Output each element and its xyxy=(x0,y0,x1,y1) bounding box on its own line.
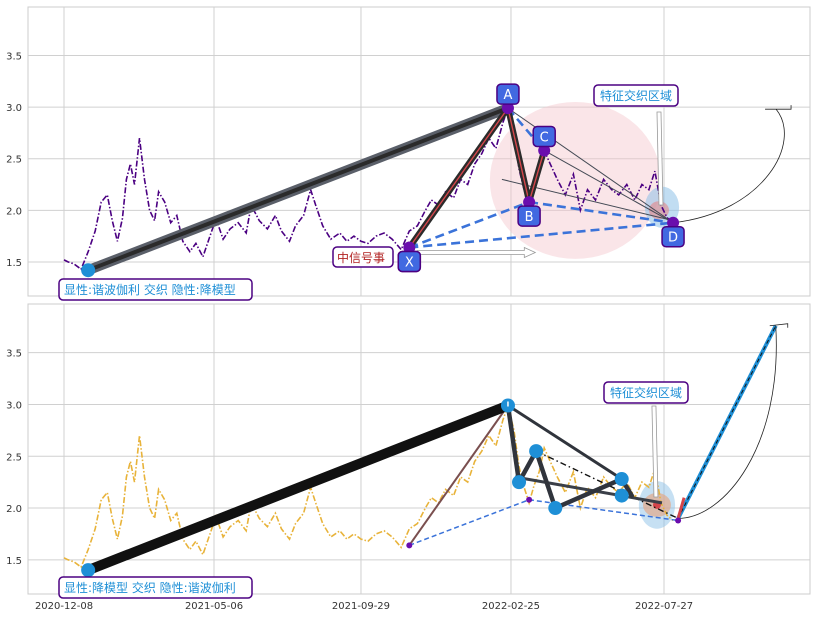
dashed-pattern-line xyxy=(528,200,674,225)
thick-pattern-inner-line xyxy=(528,150,545,203)
pattern-point-d-marker xyxy=(667,216,680,229)
bottom-y-ticks: 1.5 2.0 2.5 3.0 3.5 xyxy=(6,349,22,567)
thick-pattern-line xyxy=(506,404,624,481)
trend-line xyxy=(501,178,674,222)
top-panel: 1.52.02.53.03.5 XABCD特征交织区域中信号事X显性:谐波伽利 … xyxy=(6,6,811,301)
projection-cap xyxy=(765,105,792,110)
pattern-node-marker xyxy=(614,488,629,503)
bottom-note-box xyxy=(58,576,253,599)
price-line xyxy=(63,402,674,569)
top-y-ticks: 1.5 2.0 2.5 3.0 3.5 xyxy=(6,52,22,269)
start-point-marker xyxy=(81,263,96,278)
feature-zone-label-box xyxy=(603,381,689,404)
top-labels: XABCD特征交织区域中信号事X显性:谐波伽利 交织 隐性:降模型 xyxy=(58,83,685,301)
thick-pattern-line xyxy=(83,400,513,576)
y-tick-label: 2.5 xyxy=(6,155,22,166)
pattern-node-marker xyxy=(512,475,527,490)
pattern-point-marker xyxy=(675,517,682,524)
pattern-label-box-x-front xyxy=(397,250,422,273)
pattern-point-b-marker xyxy=(523,196,536,209)
thick-pattern-line xyxy=(505,403,522,485)
pattern-label-box-b xyxy=(517,205,541,227)
x-tick-label: 2020-12-08 xyxy=(35,601,93,612)
pattern-node-marker xyxy=(548,501,563,516)
x-tick-label: 2021-05-06 xyxy=(185,601,243,612)
top-note-box xyxy=(58,278,253,301)
pattern-node-marker xyxy=(614,472,629,487)
pattern-point-marker xyxy=(526,496,533,503)
dashed-pattern-line xyxy=(409,221,674,249)
y-tick-label: 2.0 xyxy=(6,206,22,217)
thin-pattern-line xyxy=(543,150,674,224)
y-tick-label: 3.5 xyxy=(6,52,22,63)
top-overlay xyxy=(81,102,792,278)
thick-pattern-line xyxy=(533,448,558,511)
bottom-grid xyxy=(28,304,810,594)
top-note: 显性:谐波伽利 交织 隐性:降模型 xyxy=(58,278,253,301)
feature-zone-core xyxy=(648,201,669,220)
x-axis-ticks: 2020-12-08 2021-05-06 2021-09-29 2022-02-25… xyxy=(35,601,693,612)
pattern-node-marker xyxy=(529,444,544,459)
y-tick-label: 1.5 xyxy=(6,556,22,567)
thick-pattern-line xyxy=(553,476,624,511)
signal-arrow xyxy=(416,246,537,259)
pattern-point-c-marker xyxy=(538,144,551,157)
bottom-note-text: 显性:降模型 交织 隐性:谐波伽利 xyxy=(64,580,236,595)
brown-pattern-line xyxy=(408,404,509,546)
pattern-label-box-d xyxy=(661,225,685,248)
x-tick-label: 2021-09-29 xyxy=(332,601,390,612)
y-tick-label: 3.0 xyxy=(6,400,22,411)
price-line xyxy=(63,105,674,271)
feature-zone-pointer xyxy=(656,111,664,206)
projection-line-core xyxy=(677,325,777,519)
feature-zone-label-box xyxy=(593,84,679,107)
event-label-text: 中信号事 xyxy=(337,250,385,265)
pattern-node-marker xyxy=(81,563,96,578)
projection-curve xyxy=(673,108,785,224)
feature-zone-pointer xyxy=(651,405,659,498)
pattern-label-c: C xyxy=(540,130,549,145)
dashdot-pattern-line xyxy=(535,450,679,520)
thick-pattern-inner-line xyxy=(408,107,509,248)
event-label-box xyxy=(332,246,394,268)
y-tick-label: 3.0 xyxy=(6,103,22,114)
thick-pattern-core-line xyxy=(86,106,510,273)
y-tick-label: 1.5 xyxy=(6,258,22,269)
feature-zone-label: 特征交织区域 xyxy=(603,381,689,404)
x-tick-label: 2022-02-25 xyxy=(482,601,540,612)
pattern-label-box-c xyxy=(532,125,556,148)
projection-cap xyxy=(769,323,789,328)
pattern-label-d: D xyxy=(668,231,678,246)
pattern-point-marker xyxy=(406,542,413,549)
event-label: 中信号事 xyxy=(332,246,394,268)
top-price-series xyxy=(63,105,674,271)
top-grid xyxy=(28,7,810,296)
feature-zone-label: 特征交织区域 xyxy=(593,84,679,107)
y-tick-label: 2.5 xyxy=(6,452,22,463)
y-tick-label: 3.5 xyxy=(6,349,22,360)
pattern-label-x-front: X xyxy=(405,255,414,270)
y-tick-label: 2.0 xyxy=(6,504,22,515)
pattern-point-a-marker xyxy=(501,102,514,115)
top-note-text: 显性:谐波伽利 交织 隐性:降模型 xyxy=(64,282,236,297)
bottom-note: 显性:降模型 交织 隐性:谐波伽利 xyxy=(58,576,253,599)
x-tick-label: 2022-07-27 xyxy=(635,601,693,612)
bottom-overlay xyxy=(81,323,789,578)
pattern-label-box-a xyxy=(496,83,520,105)
feature-zone-label-text: 特征交织区域 xyxy=(600,88,672,103)
bottom-price-series xyxy=(63,402,674,569)
projection-curve xyxy=(678,325,777,519)
dashed-pattern-line xyxy=(408,200,530,249)
projection-start xyxy=(676,497,686,519)
thick-pattern-inner-line xyxy=(507,107,530,203)
pattern-point-x-marker xyxy=(403,241,416,254)
pattern-label-b: B xyxy=(525,210,534,225)
dark-trend-line xyxy=(514,475,663,505)
pattern-label-a: A xyxy=(504,88,513,103)
feature-zone-label-text: 特征交织区域 xyxy=(610,385,682,400)
